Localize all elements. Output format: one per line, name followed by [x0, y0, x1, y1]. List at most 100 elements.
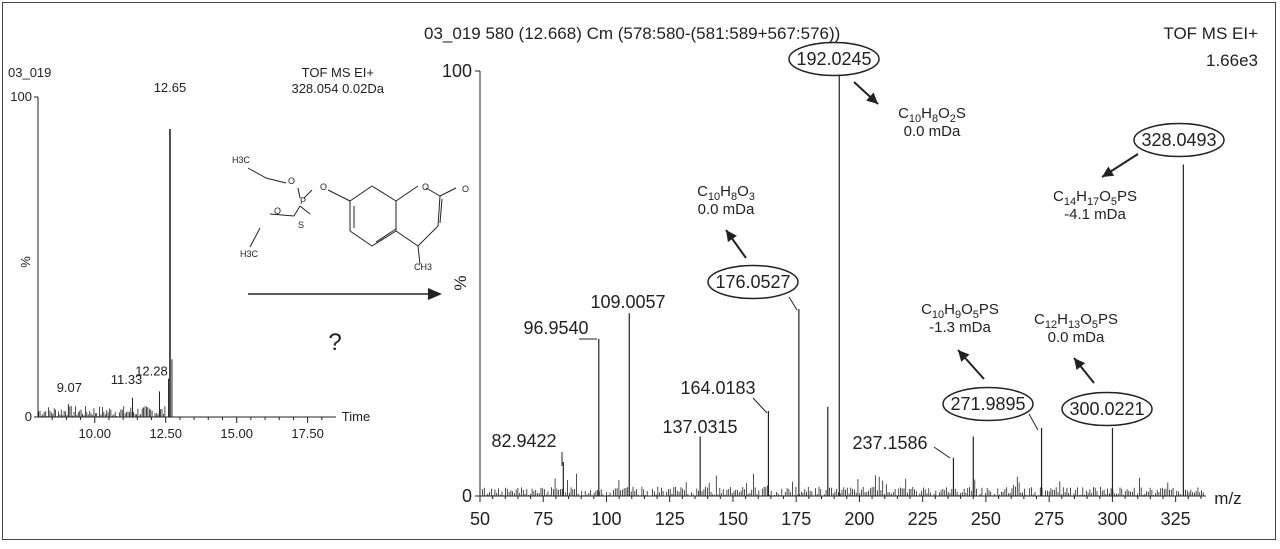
spectrum-x-tick-label: 300 — [1097, 509, 1127, 529]
chromatogram-peak-label: 11.33 — [111, 372, 143, 387]
formula-part: 5 — [973, 309, 979, 321]
formula-part: C — [1053, 188, 1064, 205]
formula-part: O — [737, 183, 749, 200]
formula-part: O — [961, 301, 973, 318]
chromatogram-x-tick-label: 12.50 — [149, 426, 182, 441]
structure-bond — [371, 230, 397, 247]
structure-bond — [395, 230, 419, 247]
spectrum-peak-label: 237.1586 — [852, 433, 927, 453]
chromatogram-panel: 03_019 TOF MS EI+ 328.054 0.02Da % Time … — [8, 65, 385, 441]
spectrum-formula: C10H8O3 — [697, 183, 755, 203]
structure-atom-label: O — [320, 182, 327, 192]
structure-atom-label: O — [288, 176, 295, 186]
structure-atom-label: O — [422, 182, 429, 192]
spectrum-formula-delta: -1.3 mDa — [929, 319, 991, 336]
structure-bond — [425, 187, 441, 197]
spectrum-x-tick-label: 75 — [533, 509, 553, 529]
spectrum-intensity: 1.66e3 — [1206, 51, 1258, 70]
chromatogram-x-tick-label: 17.50 — [291, 426, 324, 441]
spectrum-peak-label: 137.0315 — [662, 417, 737, 437]
formula-part: H — [1076, 188, 1087, 205]
formula-part: H — [944, 301, 955, 318]
formula-part: O — [1080, 311, 1092, 328]
formula-part: S — [956, 105, 966, 122]
spectrum-label-leader — [933, 446, 951, 459]
chromatogram-x-label: Time — [342, 409, 370, 424]
structure-bond — [247, 167, 267, 179]
formula-part: H — [1057, 311, 1068, 328]
formula-part: C — [1034, 311, 1045, 328]
formula-part: O — [938, 105, 950, 122]
spectrum-x-tick-label: 250 — [971, 509, 1001, 529]
chromatogram-y-tick-label: 100 — [10, 89, 32, 104]
spectrum-x-tick-label: 50 — [470, 509, 490, 529]
chromatogram-mode: TOF MS EI+ — [302, 65, 374, 80]
spectrum-noise — [482, 473, 1204, 496]
spectrum-peak-label: 164.0183 — [680, 378, 755, 398]
formula-part: 2 — [950, 113, 956, 125]
spectrum-arrowhead — [958, 350, 970, 362]
spectrum-x-tick-label: 200 — [844, 509, 874, 529]
spectrum-title: 03_019 580 (12.668) Cm (578:580-(581:589… — [424, 24, 840, 43]
spectrum-arrowhead — [726, 230, 737, 243]
chromatogram-peak-label: 9.07 — [57, 380, 82, 395]
structure-bond — [297, 187, 301, 199]
spectrum-peak-circle — [942, 386, 1034, 422]
spectrum-x-tick-label: 150 — [718, 509, 748, 529]
spectrum-x-tick-label: 325 — [1161, 509, 1191, 529]
formula-part: 10 — [708, 191, 720, 203]
spectrum-peak-label: 271.9895 — [950, 394, 1025, 414]
structure-atom-label: O — [274, 206, 281, 216]
mass-spectrum-panel: 03_019 580 (12.668) Cm (578:580-(581:589… — [424, 24, 1258, 529]
structure-bond — [349, 185, 373, 202]
spectrum-x-tick-label: 100 — [591, 509, 621, 529]
formula-part: PS — [979, 301, 999, 318]
formula-part: 9 — [955, 309, 961, 321]
formula-part: 12 — [1045, 319, 1057, 331]
spectrum-peak-circle — [707, 264, 799, 300]
structure-bond — [439, 187, 457, 197]
spectrum-x-label: m/z — [1214, 489, 1241, 508]
spectrum-peak-label: 82.9422 — [491, 431, 556, 451]
structure-bond — [395, 185, 419, 202]
spectrum-arrowhead — [1102, 166, 1115, 177]
spectrum-mode: TOF MS EI+ — [1163, 24, 1258, 43]
formula-part: 3 — [749, 191, 755, 203]
structure-bond — [417, 225, 439, 247]
spectrum-formula-delta: 0.0 mDa — [698, 201, 755, 218]
spectrum-peak-circle — [1133, 122, 1225, 158]
spectrum-formula-delta: -4.1 mDa — [1064, 206, 1126, 223]
spectrum-peak-label: 192.0245 — [796, 49, 871, 69]
spectrum-y-tick-label: 0 — [462, 486, 472, 506]
chromatogram-x-tick-label: 15.00 — [220, 426, 253, 441]
spectrum-formula: C10H8O2S — [898, 105, 966, 125]
spectrum-formula-delta: 0.0 mDa — [904, 123, 961, 140]
structure-bond — [417, 245, 421, 265]
formula-part: 10 — [932, 309, 944, 321]
spectrum-y-tick-label: 100 — [442, 61, 472, 81]
structure-double-bond — [439, 198, 443, 224]
spectrum-peak-label: 328.0493 — [1141, 130, 1216, 150]
formula-part: 8 — [731, 191, 737, 203]
formula-part: 8 — [932, 113, 938, 125]
formula-part: 5 — [1111, 196, 1117, 208]
spectrum-peak-label: 96.9540 — [523, 318, 588, 338]
formula-part: 5 — [1092, 319, 1098, 331]
structure-bond — [265, 177, 287, 184]
spectrum-x-tick-label: 275 — [1034, 509, 1064, 529]
formula-part: 13 — [1068, 319, 1080, 331]
spectrum-label-leader — [788, 296, 798, 311]
transfer-arrow — [248, 288, 442, 300]
chromatogram-title: 03_019 — [8, 65, 51, 80]
spectrum-peak-label: 300.0221 — [1069, 399, 1144, 419]
chromatogram-mass-window: 328.054 0.02Da — [291, 81, 384, 96]
formula-part: H — [921, 105, 932, 122]
formula-part: 10 — [909, 113, 921, 125]
question-mark: ? — [328, 329, 341, 356]
spectrum-peak-circle — [1061, 391, 1153, 427]
spectrum-x-tick-label: 225 — [908, 509, 938, 529]
spectrum-peak-circle — [788, 41, 880, 77]
structure-bond — [249, 227, 261, 248]
